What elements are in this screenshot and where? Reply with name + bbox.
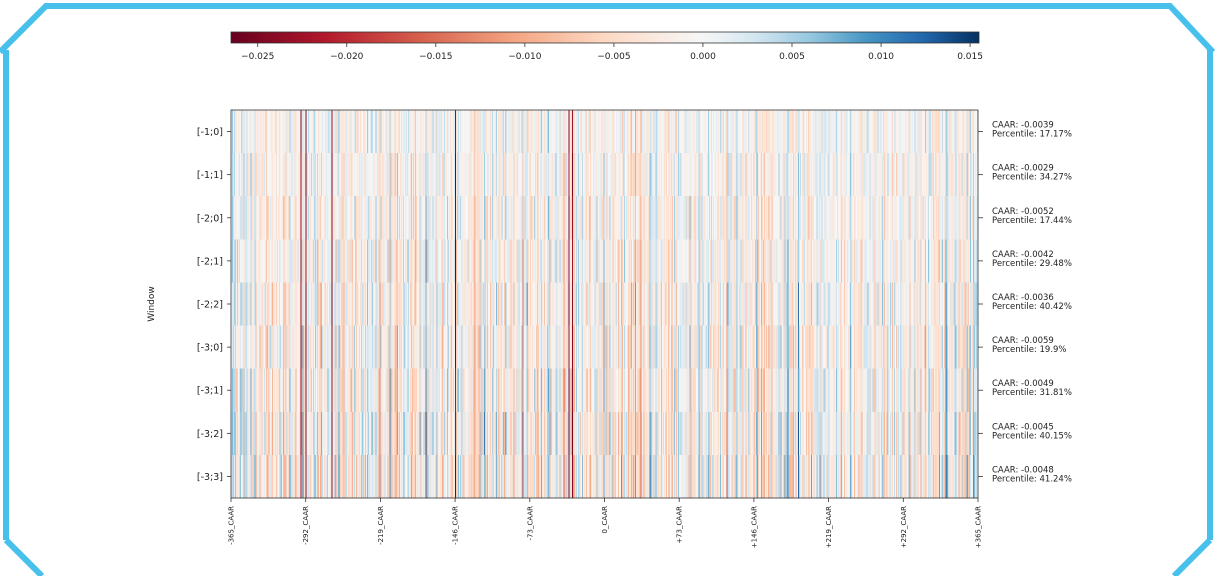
row-label: [-1;1] (197, 170, 223, 181)
x-tick-label: -146_CAAR (452, 506, 460, 545)
row-caar: CAAR: -0.0048 (992, 465, 1054, 475)
x-tick-label: -292_CAAR (302, 506, 310, 545)
row-caar: CAAR: -0.0059 (992, 336, 1054, 346)
row-percentile: Percentile: 34.27% (992, 173, 1072, 183)
row-percentile: Percentile: 19.9% (992, 345, 1067, 355)
row-label: [-3;1] (197, 386, 223, 397)
colorbar-tick-label: 0.005 (779, 52, 805, 62)
x-tick-label: +365_CAAR (975, 506, 983, 548)
row-percentile: Percentile: 41.24% (992, 474, 1072, 484)
row-percentile: Percentile: 17.17% (992, 130, 1072, 140)
x-tick-label: +73_CAAR (676, 506, 684, 544)
row-label: [-3;0] (197, 343, 223, 354)
colorbar-tick-label: 0.015 (957, 52, 983, 62)
heatmap-cells (231, 110, 979, 499)
row-label: [-2;0] (197, 213, 223, 224)
colorbar-tick-label: −0.025 (241, 52, 274, 62)
row-percentile: Percentile: 40.15% (992, 431, 1072, 441)
row-label: [-3;2] (197, 429, 223, 440)
x-tick-label: 0_CAAR (601, 506, 609, 534)
colorbar-tick-label: −0.015 (419, 52, 452, 62)
row-percentile: Percentile: 17.44% (992, 216, 1072, 226)
row-caar: CAAR: -0.0045 (992, 422, 1054, 432)
row-caar: CAAR: -0.0036 (992, 293, 1054, 303)
row-percentile: Percentile: 29.48% (992, 259, 1072, 269)
y-axis-title: Window (147, 286, 157, 322)
row-label: [-1;0] (197, 127, 223, 138)
frame-bottom-left (3, 537, 45, 576)
row-label: [-3;3] (197, 472, 223, 483)
row-caar: CAAR: -0.0039 (992, 121, 1054, 131)
x-tick-label: -365_CAAR (228, 506, 236, 545)
frame-border (0, 3, 1216, 55)
x-tick-label: +292_CAAR (900, 506, 908, 548)
row-caar: CAAR: -0.0029 (992, 164, 1054, 174)
row-caar: CAAR: -0.0042 (992, 250, 1054, 260)
row-label: [-2;2] (197, 300, 223, 311)
colorbar-tick-label: −0.020 (330, 52, 364, 62)
x-tick-label: -219_CAAR (377, 506, 385, 545)
colorbar-tick-label: 0.010 (868, 52, 894, 62)
colorbar (230, 31, 980, 44)
row-label: [-2;1] (197, 256, 223, 267)
colorbar-tick-label: −0.010 (508, 52, 542, 62)
x-tick-label: +219_CAAR (825, 506, 833, 548)
colorbar-tick-label: 0.000 (690, 52, 716, 62)
row-caar: CAAR: -0.0052 (992, 207, 1054, 217)
colorbar-tick-label: −0.005 (597, 52, 630, 62)
frame-bottom-right (1171, 537, 1213, 576)
x-tick-label: -73_CAAR (526, 506, 534, 541)
x-tick-label: +146_CAAR (750, 506, 758, 548)
row-percentile: Percentile: 31.81% (992, 388, 1072, 398)
row-percentile: Percentile: 40.42% (992, 302, 1072, 312)
row-caar: CAAR: -0.0049 (992, 379, 1054, 389)
